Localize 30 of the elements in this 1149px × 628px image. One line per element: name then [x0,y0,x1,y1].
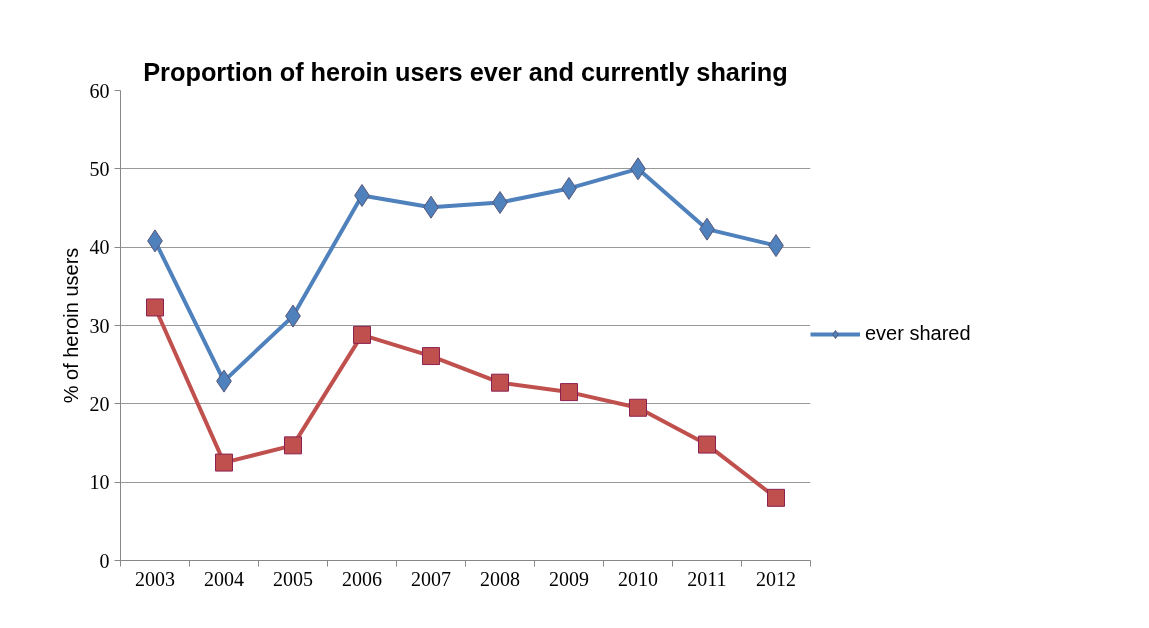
point [353,325,371,344]
point [560,383,578,402]
y-tick-label: 10 [89,471,110,494]
x-tick-label: 2010 [618,567,658,590]
x-tick-label: 2004 [204,567,244,590]
chart-title: Proportion of heroin users ever and currently sharing [143,57,788,86]
y-tick-label: 40 [89,236,110,259]
point [215,453,233,472]
point [422,347,440,366]
y-tick-label: 30 [89,314,110,337]
x-tick-label: 2006 [342,567,382,590]
point [284,436,302,455]
point [698,435,716,454]
x-tick-label: 2011 [687,567,727,590]
y-tick-label: 60 [89,79,110,102]
point [629,398,647,417]
point [491,373,509,392]
x-tick-label: 2003 [135,567,175,590]
point [767,488,785,507]
y-tick-label: 20 [89,392,110,415]
y-tick-label: 50 [89,157,110,180]
legend-label: ever shared [865,322,971,345]
point [146,298,164,317]
x-tick-label: 2007 [411,567,451,590]
y-axis-title: % of heroin users [59,247,82,404]
x-tick-label: 2005 [273,567,313,590]
x-tick-label: 2008 [480,567,520,590]
x-tick-label: 2012 [756,567,796,590]
x-tick-label: 2009 [549,567,589,590]
y-tick-label: 0 [99,549,110,572]
